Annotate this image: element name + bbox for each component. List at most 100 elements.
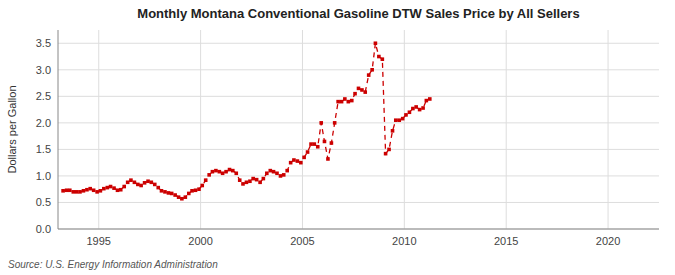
marker bbox=[167, 191, 171, 195]
marker bbox=[95, 190, 99, 194]
marker bbox=[265, 171, 269, 175]
marker bbox=[309, 142, 313, 146]
marker bbox=[336, 100, 340, 104]
marker bbox=[323, 140, 327, 144]
grid-line bbox=[608, 30, 609, 229]
grid-line bbox=[58, 43, 659, 44]
marker bbox=[414, 105, 418, 109]
grid-line bbox=[200, 30, 201, 229]
marker bbox=[268, 169, 272, 173]
marker bbox=[65, 188, 69, 192]
tick-label: 2010 bbox=[392, 235, 416, 247]
marker bbox=[343, 97, 347, 101]
marker bbox=[408, 110, 412, 114]
marker bbox=[387, 148, 391, 152]
marker bbox=[394, 118, 398, 122]
marker bbox=[258, 181, 262, 185]
marker bbox=[241, 182, 245, 186]
marker bbox=[92, 188, 96, 192]
marker bbox=[187, 192, 191, 196]
marker bbox=[391, 129, 395, 133]
marker bbox=[194, 188, 198, 192]
marker bbox=[180, 197, 184, 201]
axis-label: Dollars per Gallon bbox=[6, 85, 18, 173]
marker bbox=[129, 178, 133, 182]
line bbox=[63, 43, 430, 198]
axes: 0.00.51.01.52.02.53.03.51995200020052010… bbox=[36, 30, 659, 247]
grid-line bbox=[506, 30, 507, 229]
marker bbox=[245, 181, 249, 185]
tick-label: 0.0 bbox=[36, 223, 51, 235]
marker bbox=[146, 179, 150, 183]
tick-label: 2.5 bbox=[36, 90, 51, 102]
marker bbox=[119, 188, 123, 192]
marker bbox=[139, 184, 143, 188]
marker bbox=[150, 181, 154, 185]
marker bbox=[347, 100, 351, 104]
marker bbox=[71, 190, 75, 194]
marker bbox=[312, 142, 316, 146]
marker bbox=[218, 170, 222, 174]
marker bbox=[330, 141, 334, 145]
marker bbox=[418, 108, 422, 112]
marker bbox=[197, 187, 201, 191]
marker bbox=[384, 152, 388, 156]
marker bbox=[401, 117, 405, 121]
marker bbox=[68, 188, 72, 192]
marker bbox=[377, 55, 381, 59]
marker bbox=[425, 99, 429, 103]
marker bbox=[78, 190, 82, 194]
marker bbox=[143, 181, 147, 185]
marker bbox=[214, 169, 218, 173]
marker bbox=[238, 178, 242, 182]
marker bbox=[275, 171, 279, 175]
tick-label: 2005 bbox=[290, 235, 314, 247]
marker bbox=[102, 187, 106, 191]
marker bbox=[228, 168, 232, 172]
marker bbox=[353, 92, 357, 96]
tick-label: 3.5 bbox=[36, 37, 51, 49]
marker bbox=[428, 97, 432, 101]
tick-label: 1995 bbox=[87, 235, 111, 247]
tick-label: 2000 bbox=[188, 235, 212, 247]
marker bbox=[367, 73, 371, 77]
marker bbox=[190, 189, 194, 193]
grid-line bbox=[58, 229, 659, 230]
marker bbox=[255, 178, 259, 182]
grid-line bbox=[58, 149, 659, 150]
marker bbox=[404, 113, 408, 117]
marker bbox=[88, 187, 92, 191]
marker bbox=[133, 181, 137, 185]
grid-line bbox=[98, 30, 99, 229]
tick-label: 0.5 bbox=[36, 196, 51, 208]
marker bbox=[397, 118, 401, 122]
marker bbox=[75, 190, 79, 194]
marker bbox=[116, 188, 120, 192]
grid-line bbox=[58, 69, 659, 70]
marker bbox=[370, 68, 374, 72]
grid-line bbox=[58, 175, 659, 176]
marker bbox=[163, 190, 167, 194]
x-axis-line bbox=[58, 229, 659, 230]
marker bbox=[374, 41, 378, 45]
marker bbox=[251, 177, 255, 181]
marker bbox=[109, 185, 113, 189]
grid-line bbox=[302, 30, 303, 229]
grid-line bbox=[58, 122, 659, 123]
marker bbox=[302, 156, 306, 160]
marker bbox=[357, 87, 361, 91]
marker bbox=[340, 100, 344, 104]
marker bbox=[61, 189, 65, 193]
grid-line bbox=[404, 30, 405, 229]
source-note: Source: U.S. Energy Information Administ… bbox=[8, 259, 218, 270]
marker bbox=[272, 170, 276, 174]
grid-line bbox=[58, 96, 659, 97]
title: Monthly Montana Conventional Gasoline DT… bbox=[137, 6, 579, 21]
marker bbox=[126, 181, 130, 185]
marker bbox=[248, 179, 252, 183]
tick-label: 2015 bbox=[494, 235, 518, 247]
marker bbox=[160, 189, 164, 193]
marker bbox=[156, 186, 160, 190]
marker bbox=[299, 161, 303, 165]
marker bbox=[316, 145, 320, 149]
